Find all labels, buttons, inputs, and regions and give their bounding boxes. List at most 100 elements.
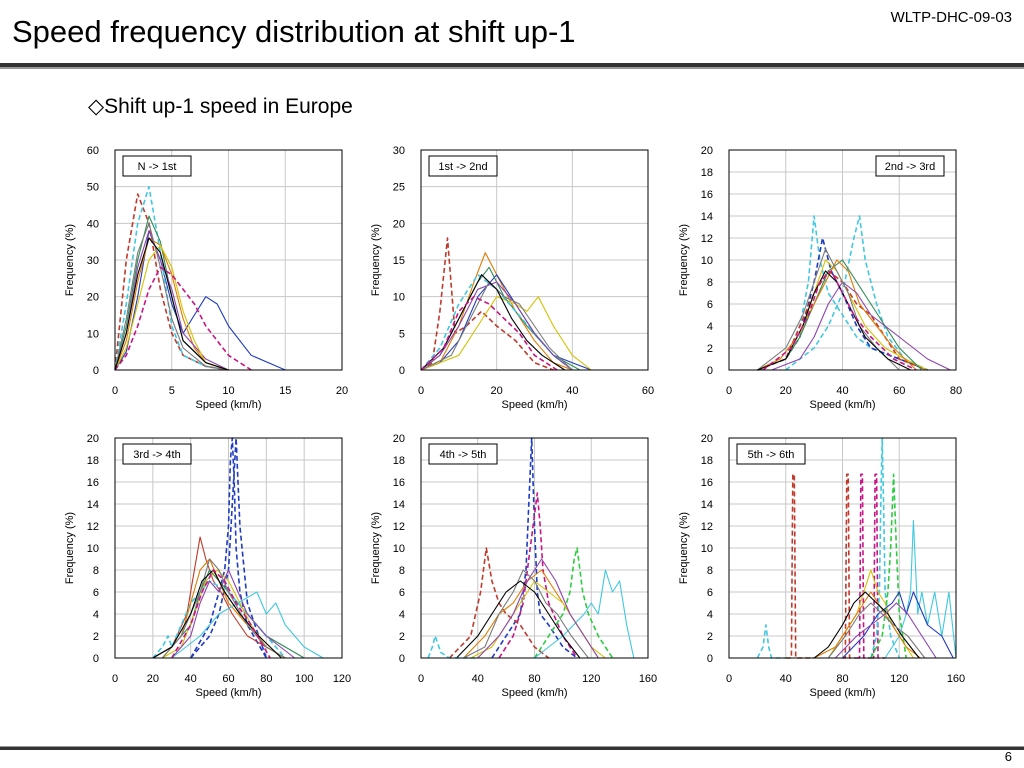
series-line-5: [114, 237, 229, 371]
y-tick-label: 6: [707, 587, 713, 599]
y-tick-label: 20: [393, 218, 405, 230]
y-tick-label: 10: [393, 292, 405, 304]
series-line-2: [190, 437, 268, 659]
y-tick-label: 2: [707, 343, 713, 355]
y-tick-label: 20: [87, 433, 99, 445]
series-line-2: [498, 492, 578, 659]
x-tick-label: 20: [491, 385, 503, 397]
series-line-7: [114, 244, 229, 371]
x-tick-label: 40: [566, 385, 578, 397]
y-tick-label: 8: [93, 565, 99, 577]
y-tick-label: 16: [701, 477, 713, 489]
series-line-11: [427, 635, 478, 659]
y-tick-label: 60: [87, 145, 99, 157]
y-tick-label: 12: [701, 521, 713, 533]
y-tick-label: 4: [707, 321, 713, 333]
x-tick-label: 40: [836, 385, 848, 397]
y-tick-label: 2: [707, 631, 713, 643]
y-axis-label: Frequency (%): [64, 224, 76, 296]
x-tick-label: 40: [472, 673, 484, 685]
x-tick-label: 15: [279, 385, 291, 397]
legend-label: N -> 1st: [138, 161, 177, 173]
slide-title: Speed frequency distribution at shift up…: [12, 14, 576, 49]
y-axis-label: Frequency (%): [370, 224, 382, 296]
y-tick-label: 0: [399, 365, 405, 377]
x-axis-label: Speed (km/h): [501, 687, 567, 699]
series-line-2: [785, 215, 928, 371]
y-tick-label: 8: [707, 565, 713, 577]
header-rule: [0, 63, 1024, 69]
y-tick-label: 6: [399, 587, 405, 599]
legend-box: [736, 443, 806, 465]
y-tick-label: 0: [93, 653, 99, 665]
slide-subtitle: ◇Shift up-1 speed in Europe: [88, 95, 353, 118]
x-tick-label: 40: [780, 673, 792, 685]
y-tick-label: 12: [87, 521, 99, 533]
series-line-3: [114, 185, 229, 371]
series-line-4: [448, 547, 550, 659]
y-tick-label: 12: [393, 521, 405, 533]
y-tick-label: 14: [701, 211, 713, 223]
y-tick-label: 12: [701, 233, 713, 245]
x-tick-label: 160: [639, 673, 657, 685]
x-tick-label: 0: [726, 385, 732, 397]
x-tick-label: 10: [222, 385, 234, 397]
series-line-9: [420, 274, 566, 371]
y-tick-label: 25: [393, 182, 405, 194]
chart-1st-to-2nd: 0 20 40 60 0 5 10 15 20 25 30 Speed (km/h) Frequency…: [370, 145, 654, 411]
y-tick-label: 6: [93, 587, 99, 599]
x-tick-label: 80: [950, 385, 962, 397]
y-tick-label: 20: [393, 433, 405, 445]
x-axis-label: Speed (km/h): [195, 687, 261, 699]
y-tick-label: 0: [399, 653, 405, 665]
plot-frame: [114, 437, 343, 659]
x-tick-label: 20: [780, 385, 792, 397]
x-axis-label: Speed (km/h): [809, 687, 875, 699]
y-tick-label: 10: [701, 255, 713, 267]
series-line-3: [420, 274, 592, 371]
y-tick-label: 8: [399, 565, 405, 577]
chart-2nd-to-3rd: 0 20 40 60 80 0 2 4 6 8 10 12 14 16 18 20 Speed (km/h) Fr…: [678, 145, 962, 411]
x-tick-label: 0: [112, 673, 118, 685]
legend-box: [122, 155, 192, 177]
y-tick-label: 16: [87, 477, 99, 489]
series-line-10: [813, 591, 921, 659]
x-tick-label: 60: [893, 385, 905, 397]
x-axis-label: Speed (km/h): [501, 399, 567, 411]
series-line-10: [456, 580, 581, 659]
series-line-9: [757, 248, 900, 371]
y-tick-label: 5: [399, 328, 405, 340]
x-tick-label: 60: [222, 673, 234, 685]
series-line-10: [161, 558, 286, 659]
x-tick-label: 80: [260, 673, 272, 685]
x-axis-label: Speed (km/h): [195, 399, 261, 411]
x-tick-label: 120: [333, 673, 351, 685]
y-tick-label: 40: [87, 218, 99, 230]
chart-4th-to-5th: 0 40 80 120 160 0 2 4 6 8 10 12 14 16 18 20 Speed (km/h)…: [370, 433, 657, 699]
series-line-6: [420, 273, 573, 371]
series-line-8: [771, 281, 951, 371]
series-line-3: [533, 547, 614, 659]
y-tick-label: 50: [87, 182, 99, 194]
y-tick-label: 10: [87, 328, 99, 340]
x-tick-label: 160: [947, 673, 965, 685]
y-tick-label: 30: [87, 255, 99, 267]
series-line-9: [114, 266, 252, 371]
y-tick-label: 4: [399, 609, 405, 621]
page-number: 6: [1004, 749, 1012, 764]
legend-label: 2nd -> 3rd: [885, 161, 935, 173]
y-tick-label: 16: [393, 477, 405, 489]
series-line-8: [420, 281, 573, 371]
plot-frame: [420, 149, 649, 371]
x-tick-label: 40: [185, 673, 197, 685]
series-line-12: [813, 591, 920, 659]
y-tick-label: 4: [93, 609, 99, 621]
series-line-7: [757, 259, 917, 371]
series-line-1: [491, 437, 578, 659]
y-tick-label: 10: [393, 543, 405, 555]
y-tick-label: 18: [701, 455, 713, 467]
x-axis-label: Speed (km/h): [809, 399, 875, 411]
plot-frame: [420, 437, 649, 659]
y-tick-label: 20: [87, 292, 99, 304]
y-tick-label: 0: [707, 365, 713, 377]
